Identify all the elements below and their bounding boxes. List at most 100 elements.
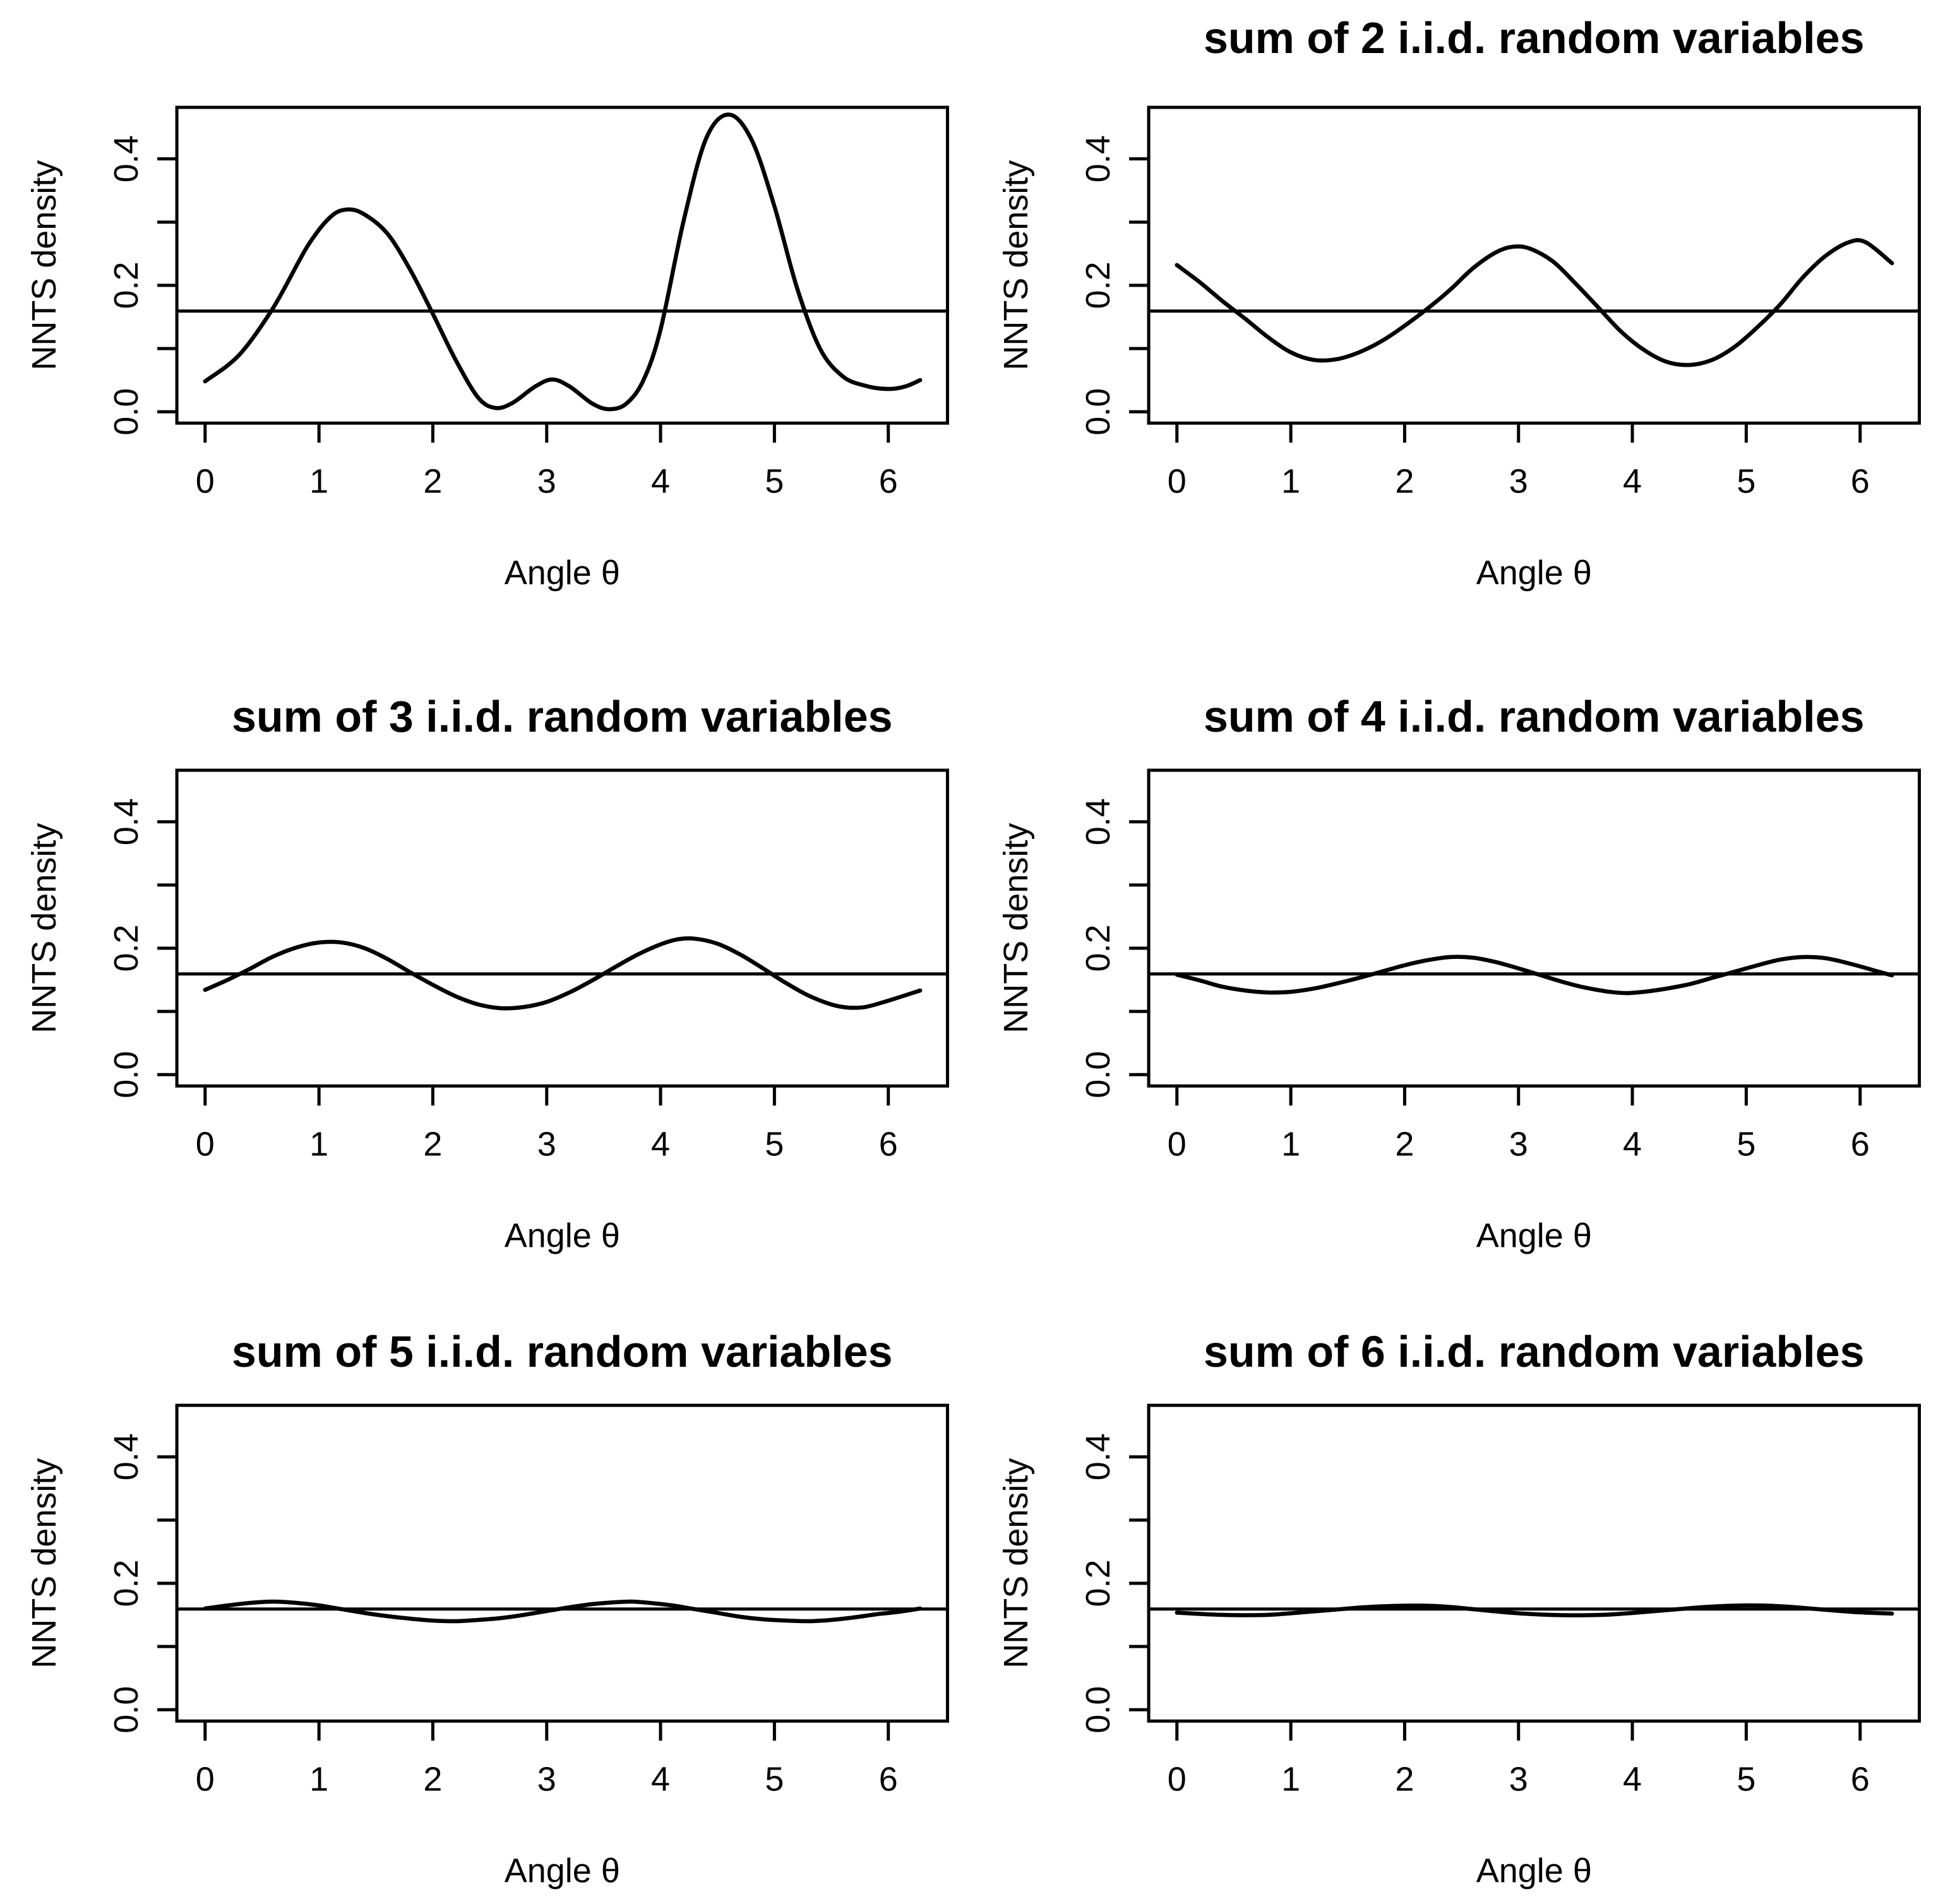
x-tick-label: 3 [537, 462, 556, 500]
y-tick-label: 0.4 [107, 798, 145, 845]
density-curve [203, 936, 923, 1011]
panel-sum-6-svg: sum of 6 i.i.d. random variables 0 1 2 3 4 5 6 0… [997, 1327, 1921, 1889]
x-tick-label: 6 [1850, 1126, 1869, 1163]
x-tick-label: 2 [1395, 462, 1414, 500]
x-tick-label: 3 [1509, 1760, 1527, 1798]
panel-sum-5-svg: sum of 5 i.i.d. random variables 0 1 2 3 4 5 6 0… [25, 1327, 949, 1889]
x-tick-label: 2 [1395, 1760, 1414, 1798]
density-curve [203, 112, 923, 412]
panel-base-density-svg: 0 1 2 3 4 5 6 0.0 0.2 0.4 Angle θ NNTS density [25, 105, 949, 592]
x-tick-label: 3 [537, 1760, 556, 1798]
x-tick-label: 5 [765, 462, 784, 500]
panel-sum-2: sum of 2 i.i.d. random variables 0 1 2 3 4 5 6 0… [972, 0, 1943, 634]
x-tick-label: 4 [651, 1126, 670, 1163]
y-tick-label: 0.2 [107, 1559, 145, 1607]
x-tick-label: 5 [1737, 1760, 1755, 1798]
x-tick-label: 1 [1281, 1126, 1300, 1163]
x-axis-label: Angle θ [1476, 1852, 1591, 1889]
y-axis-label: NNTS density [25, 1458, 63, 1668]
plot-box [1147, 1403, 1921, 1723]
x-tick-label: 4 [1623, 1760, 1642, 1798]
y-tick-label: 0.4 [1079, 798, 1117, 845]
panel-sum-3-svg: sum of 3 i.i.d. random variables 0 1 2 3 4 5 6 0… [25, 692, 949, 1255]
plot-box [1147, 768, 1921, 1088]
x-tick-label: 2 [423, 1760, 442, 1798]
x-axis-label: Angle θ [505, 1217, 620, 1255]
y-axis-label: NNTS density [25, 823, 63, 1033]
panel-sum-3: sum of 3 i.i.d. random variables 0 1 2 3 4 5 6 0… [0, 634, 972, 1269]
x-tick-label: 0 [196, 1760, 215, 1798]
x-tick-label: 6 [1850, 1760, 1869, 1798]
y-tick-label: 0.2 [107, 261, 145, 309]
panel-sum-4: sum of 4 i.i.d. random variables 0 1 2 3 4 5 6 0… [972, 634, 1943, 1269]
density-curve [203, 1599, 923, 1623]
y-axis-label: NNTS density [997, 823, 1035, 1033]
x-tick-label: 3 [1509, 1126, 1527, 1163]
y-tick-label: 0.0 [107, 1051, 145, 1098]
panel-sum-2-svg: sum of 2 i.i.d. random variables 0 1 2 3 4 5 6 0… [997, 13, 1921, 592]
x-tick-label: 3 [537, 1126, 556, 1163]
x-tick-label: 1 [309, 462, 328, 500]
x-tick-label: 5 [1737, 462, 1755, 500]
x-tick-label: 6 [879, 462, 898, 500]
y-tick-label: 0.2 [1079, 1559, 1117, 1607]
panel-sum-4-svg: sum of 4 i.i.d. random variables 0 1 2 3 4 5 6 0… [997, 692, 1921, 1255]
x-tick-label: 0 [196, 462, 215, 500]
y-tick-label: 0.2 [107, 925, 145, 972]
x-tick-label: 6 [1850, 462, 1869, 500]
x-tick-label: 2 [423, 1126, 442, 1163]
y-tick-label: 0.2 [1079, 261, 1117, 309]
x-axis-label: Angle θ [505, 554, 620, 592]
x-tick-label: 0 [196, 1126, 215, 1163]
x-tick-label: 1 [1281, 1760, 1300, 1798]
x-tick-label: 6 [879, 1126, 898, 1163]
x-tick-label: 1 [309, 1126, 328, 1163]
panel-base-density: 0 1 2 3 4 5 6 0.0 0.2 0.4 Angle θ NNTS density [0, 0, 972, 634]
y-axis-label: NNTS density [997, 160, 1035, 371]
panel-sum-5: sum of 5 i.i.d. random variables 0 1 2 3 4 5 6 0… [0, 1270, 972, 1904]
y-tick-label: 0.4 [1079, 135, 1117, 182]
x-tick-label: 0 [1167, 1126, 1186, 1163]
x-tick-label: 4 [651, 1760, 670, 1798]
x-tick-label: 3 [1509, 462, 1527, 500]
x-tick-label: 0 [1167, 462, 1186, 500]
panel-title: sum of 6 i.i.d. random variables [1203, 1327, 1864, 1376]
x-tick-label: 2 [423, 462, 442, 500]
x-tick-label: 6 [879, 1760, 898, 1798]
x-tick-label: 5 [765, 1760, 784, 1798]
y-tick-label: 0.4 [107, 135, 145, 182]
plot-box [1147, 105, 1921, 425]
y-tick-label: 0.4 [1079, 1433, 1117, 1480]
y-tick-label: 0.0 [107, 388, 145, 436]
y-axis-label: NNTS density [25, 160, 63, 371]
x-tick-label: 4 [1623, 1126, 1642, 1163]
y-tick-label: 0.4 [107, 1433, 145, 1480]
x-tick-label: 1 [309, 1760, 328, 1798]
x-tick-label: 2 [1395, 1126, 1414, 1163]
panel-title: sum of 5 i.i.d. random variables [232, 1327, 893, 1376]
y-tick-label: 0.2 [1079, 925, 1117, 972]
panel-title: sum of 2 i.i.d. random variables [1203, 13, 1864, 62]
x-tick-label: 4 [651, 462, 670, 500]
density-curve [1175, 238, 1894, 367]
x-axis-label: Angle θ [1476, 1217, 1591, 1255]
panel-title: sum of 4 i.i.d. random variables [1203, 692, 1864, 741]
y-tick-label: 0.0 [1079, 388, 1117, 436]
x-axis-label: Angle θ [505, 1852, 620, 1889]
plot-box [175, 768, 949, 1088]
x-tick-label: 4 [1623, 462, 1642, 500]
x-axis-label: Angle θ [1476, 554, 1591, 592]
panel-sum-6: sum of 6 i.i.d. random variables 0 1 2 3 4 5 6 0… [972, 1270, 1943, 1904]
plot-box [175, 1403, 949, 1723]
panel-title: sum of 3 i.i.d. random variables [232, 692, 893, 741]
plot-box [175, 105, 949, 425]
density-curve [1175, 1603, 1894, 1617]
density-curve [1175, 955, 1894, 996]
y-axis-label: NNTS density [997, 1458, 1035, 1668]
y-tick-label: 0.0 [1079, 1686, 1117, 1733]
x-tick-label: 5 [765, 1126, 784, 1163]
x-tick-label: 5 [1737, 1126, 1755, 1163]
y-tick-label: 0.0 [1079, 1051, 1117, 1098]
y-tick-label: 0.0 [107, 1686, 145, 1733]
